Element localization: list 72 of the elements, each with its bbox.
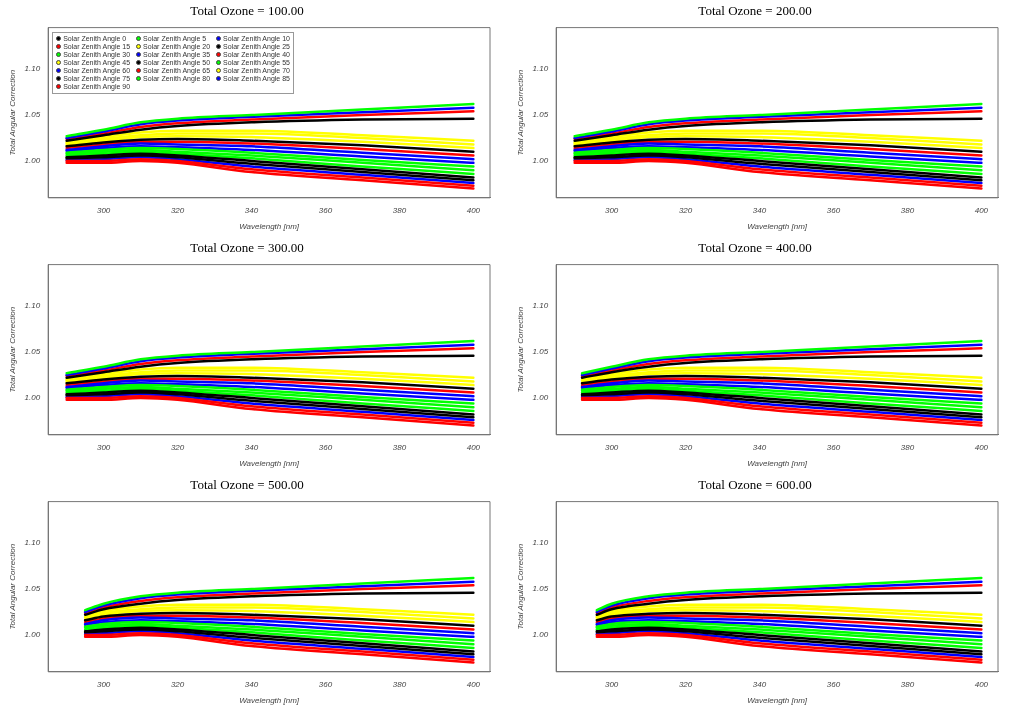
y-axis-title: Total Angular Correction [8, 69, 18, 156]
y-tick-label: 1.00 [24, 156, 41, 166]
x-tick-label: 340 [752, 205, 767, 215]
x-tick-label: 380 [900, 442, 915, 452]
y-axis-title: Total Angular Correction [8, 543, 18, 630]
y-axis-title: Total Angular Correction [8, 306, 18, 393]
y-tick-label: 1.00 [24, 630, 41, 640]
x-tick-label: 340 [752, 442, 767, 452]
chart-title: Total Ozone = 500.00 [190, 477, 304, 493]
x-tick-label: 400 [466, 205, 481, 215]
x-tick-label: 400 [466, 442, 481, 452]
x-tick-label: 380 [392, 442, 407, 452]
y-tick-label: 1.05 [532, 347, 549, 357]
x-tick-label: 360 [318, 679, 333, 689]
chart-title: Total Ozone = 200.00 [698, 3, 812, 19]
x-tick-label: 380 [392, 205, 407, 215]
y-tick-label: 1.10 [532, 301, 549, 311]
x-axis-title: Wavelength [nm] [239, 459, 300, 469]
x-tick-label: 320 [170, 679, 185, 689]
x-tick-label: 320 [678, 442, 693, 452]
x-axis-title: Wavelength [nm] [239, 222, 300, 232]
chart-title: Total Ozone = 100.00 [190, 3, 304, 19]
y-tick-label: 1.10 [24, 301, 41, 311]
chart-title: Total Ozone = 600.00 [698, 477, 812, 493]
x-tick-label: 320 [678, 205, 693, 215]
x-tick-label: 320 [170, 205, 185, 215]
x-tick-label: 300 [96, 205, 111, 215]
y-axis-title: Total Angular Correction [516, 543, 526, 630]
y-tick-label: 1.05 [24, 584, 41, 594]
x-tick-label: 360 [826, 442, 841, 452]
y-tick-label: 1.10 [24, 538, 41, 548]
x-tick-label: 360 [826, 205, 841, 215]
x-tick-label: 340 [244, 442, 259, 452]
x-tick-label: 400 [974, 442, 989, 452]
x-tick-label: 300 [96, 679, 111, 689]
x-tick-label: 380 [900, 205, 915, 215]
x-axis-title: Wavelength [nm] [239, 696, 300, 706]
y-axis-title: Total Angular Correction [516, 306, 526, 393]
y-tick-label: 1.05 [532, 584, 549, 594]
y-tick-label: 1.05 [24, 110, 41, 120]
y-tick-label: 1.00 [532, 630, 549, 640]
x-axis-title: Wavelength [nm] [747, 459, 808, 469]
x-tick-label: 300 [604, 442, 619, 452]
x-tick-label: 320 [678, 679, 693, 689]
y-tick-label: 1.00 [532, 156, 549, 166]
x-tick-label: 380 [900, 679, 915, 689]
chart-title: Total Ozone = 300.00 [190, 240, 304, 256]
y-tick-label: 1.10 [532, 538, 549, 548]
x-tick-label: 340 [752, 679, 767, 689]
x-tick-label: 300 [604, 679, 619, 689]
x-tick-label: 360 [318, 442, 333, 452]
x-tick-label: 380 [392, 679, 407, 689]
x-tick-label: 320 [170, 442, 185, 452]
x-tick-label: 400 [974, 205, 989, 215]
y-tick-label: 1.10 [24, 64, 41, 74]
y-tick-label: 1.05 [532, 110, 549, 120]
x-axis-title: Wavelength [nm] [747, 222, 808, 232]
x-tick-label: 340 [244, 205, 259, 215]
y-tick-label: 1.00 [24, 393, 41, 403]
x-tick-label: 300 [604, 205, 619, 215]
x-tick-label: 360 [826, 679, 841, 689]
y-tick-label: 1.00 [532, 393, 549, 403]
x-tick-label: 400 [466, 679, 481, 689]
y-axis-title: Total Angular Correction [516, 69, 526, 156]
y-tick-label: 1.05 [24, 347, 41, 357]
x-axis-title: Wavelength [nm] [747, 696, 808, 706]
y-tick-label: 1.10 [532, 64, 549, 74]
x-tick-label: 300 [96, 442, 111, 452]
x-tick-label: 400 [974, 679, 989, 689]
x-tick-label: 360 [318, 205, 333, 215]
chart-title: Total Ozone = 400.00 [698, 240, 812, 256]
x-tick-label: 340 [244, 679, 259, 689]
